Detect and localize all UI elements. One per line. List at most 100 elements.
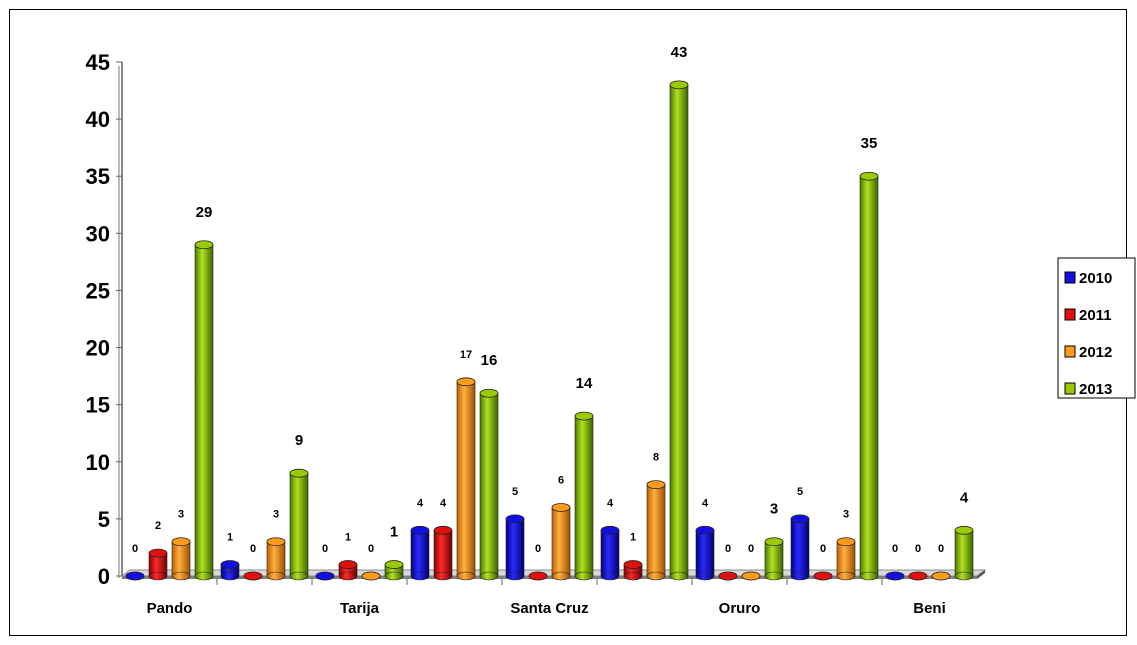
data-label: 0	[368, 543, 374, 555]
data-label: 0	[535, 543, 541, 555]
bar	[600, 530, 620, 577]
bar-base	[338, 571, 358, 581]
bar-top	[741, 571, 761, 581]
bar-base	[623, 571, 643, 581]
floor-side	[977, 570, 985, 579]
data-label: 1	[227, 532, 233, 544]
bar-base	[410, 571, 430, 581]
bar-top	[859, 171, 879, 181]
bar-top	[885, 571, 905, 581]
bar-top	[836, 537, 856, 547]
y-tick-label: 35	[86, 164, 110, 189]
bar-base	[266, 571, 286, 581]
data-label: 43	[671, 44, 688, 61]
data-label: 35	[861, 135, 878, 152]
y-tick-label: 0	[98, 564, 110, 589]
data-label: 17	[460, 349, 472, 361]
bar-base	[505, 571, 525, 581]
bar-base	[954, 571, 974, 581]
bar-top	[574, 411, 594, 421]
data-label: 3	[770, 501, 778, 518]
legend-swatch	[1064, 345, 1076, 358]
bar-base	[220, 571, 240, 581]
bar-top	[125, 571, 145, 581]
bar-top	[289, 468, 309, 478]
bar	[266, 541, 286, 577]
bar-base	[600, 571, 620, 581]
bar	[954, 530, 974, 577]
legend-label: 2013	[1079, 381, 1112, 398]
bar-base	[148, 571, 168, 581]
bar-top	[954, 525, 974, 535]
data-label: 0	[820, 543, 826, 555]
bar-top	[315, 571, 335, 581]
bar	[479, 392, 499, 577]
x-tick-label: Beni	[913, 600, 946, 617]
data-label: 4	[702, 497, 709, 509]
bar-top	[171, 537, 191, 547]
data-label: 3	[273, 509, 279, 521]
bar-top	[813, 571, 833, 581]
bar-base	[289, 571, 309, 581]
data-label: 0	[250, 543, 256, 555]
bar-top	[338, 560, 358, 569]
chart-bars	[125, 80, 974, 581]
y-tick-label: 5	[98, 507, 110, 532]
bar-base	[551, 571, 571, 581]
bar-top	[479, 388, 499, 398]
data-label: 6	[558, 474, 564, 486]
data-label: 2	[155, 520, 161, 532]
bar-base	[456, 571, 476, 581]
bar	[646, 484, 666, 577]
data-label: 4	[607, 497, 614, 509]
data-label: 0	[892, 543, 898, 555]
bar	[669, 84, 689, 577]
bar-top	[243, 571, 263, 581]
data-label: 0	[132, 543, 138, 555]
bar	[194, 244, 214, 577]
data-label: 9	[295, 432, 303, 449]
bar-base	[171, 571, 191, 581]
data-label: 4	[960, 489, 969, 506]
legend-label: 2012	[1079, 344, 1112, 361]
bar	[695, 530, 715, 577]
legend-swatch	[1064, 271, 1076, 284]
bar-base	[433, 571, 453, 581]
data-label: 1	[390, 524, 398, 541]
x-tick-label: Oruro	[719, 600, 761, 617]
bar	[574, 415, 594, 577]
bar-base	[384, 571, 404, 581]
bar-top	[695, 525, 715, 535]
bar-base	[764, 571, 784, 581]
bar-base	[479, 571, 499, 581]
bar-top	[551, 503, 571, 512]
floor-front	[122, 576, 977, 579]
legend-swatch	[1064, 308, 1076, 321]
bar	[410, 530, 430, 577]
y-tick-label: 10	[86, 450, 110, 475]
bar-top	[410, 525, 430, 535]
bar-base	[646, 571, 666, 581]
chart-legend: 2010 2011 2012 2013	[1057, 257, 1136, 399]
bar-top	[718, 571, 738, 581]
bar-base	[790, 571, 810, 581]
data-label: 16	[481, 352, 498, 369]
data-label: 0	[725, 543, 731, 555]
y-tick-label: 45	[86, 50, 110, 75]
y-tick-label: 15	[86, 393, 110, 418]
bar	[764, 541, 784, 577]
x-tick-label: Santa Cruz	[510, 600, 588, 617]
bar-top	[931, 571, 951, 581]
bar-base	[574, 571, 594, 581]
y-tick-label: 25	[86, 278, 110, 303]
data-label: 4	[440, 497, 447, 509]
bar-top	[194, 240, 214, 250]
y-tick-label: 30	[86, 221, 110, 246]
x-tick-label: Pando	[147, 600, 193, 617]
bar-top	[623, 560, 643, 569]
data-label: 1	[345, 532, 351, 544]
data-label: 14	[576, 375, 593, 392]
